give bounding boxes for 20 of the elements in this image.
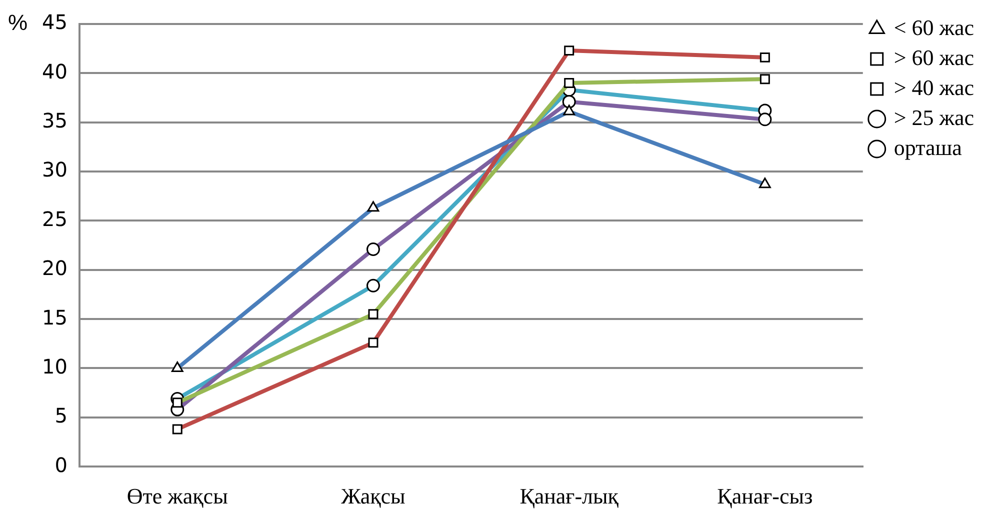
y-tick-label: 0: [54, 452, 68, 477]
legend-label: орташа: [894, 134, 962, 160]
y-tick-label: 35: [42, 108, 68, 133]
y-axis-title: %: [8, 10, 28, 36]
y-tick-label: 25: [42, 206, 68, 231]
y-tick-label: 5: [54, 404, 68, 428]
x-tick-label: Қанағ-лық: [520, 484, 619, 509]
y-tick-label: 20: [42, 256, 68, 280]
legend-label: > 40 жас: [894, 74, 974, 100]
x-tick-label: Өте жақсы: [126, 484, 228, 509]
x-tick-label: Жақсы: [341, 484, 406, 509]
y-tick-label: 10: [42, 354, 68, 378]
y-tick-label: 30: [42, 158, 68, 182]
legend-label: > 25 жас: [894, 104, 974, 130]
legend-label: < 60 жас: [894, 14, 974, 40]
legend-label: > 60 жас: [894, 44, 974, 70]
y-tick-label: 45: [42, 10, 68, 34]
y-tick-label: 40: [42, 59, 68, 84]
x-tick-label: Қанағ-сыз: [717, 484, 813, 509]
y-tick-label: 15: [42, 305, 68, 330]
